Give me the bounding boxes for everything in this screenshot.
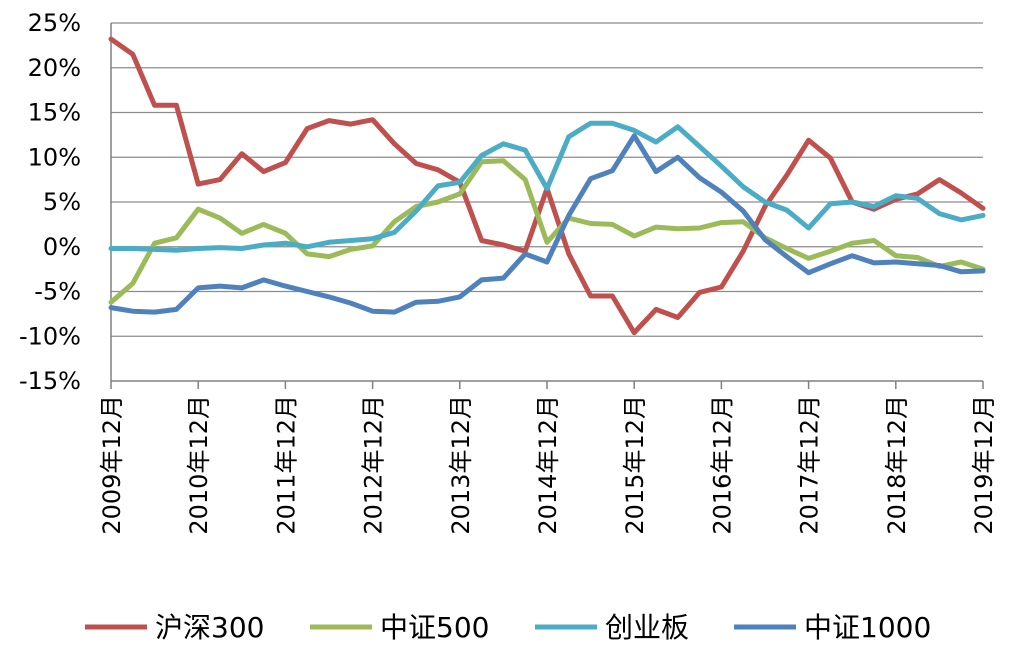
legend-label: 中证1000 — [804, 611, 931, 644]
y-tick-label: 20% — [28, 54, 81, 82]
x-tick-label: 2015年12月 — [621, 395, 649, 535]
series-lines — [108, 36, 986, 336]
legend-label: 创业板 — [605, 611, 689, 644]
y-tick-label: 15% — [28, 99, 81, 127]
y-tick-label: 5% — [43, 188, 81, 216]
legend-label: 沪深300 — [155, 611, 264, 644]
series-line — [108, 120, 986, 253]
series-line — [108, 133, 986, 315]
x-tick-label: 2012年12月 — [360, 395, 388, 535]
axes — [110, 23, 984, 389]
x-tick-label: 2013年12月 — [447, 395, 475, 535]
x-tick-label: 2017年12月 — [796, 395, 824, 535]
legend-label: 中证500 — [380, 611, 489, 644]
y-tick-label: -10% — [19, 322, 81, 350]
y-tick-label: -5% — [34, 278, 81, 306]
x-tick-label: 2016年12月 — [708, 395, 736, 535]
y-tick-labels: -15% -10% -5% 0% 5% 10% 15% 20% 25% — [19, 9, 81, 395]
y-tick-label: -15% — [19, 367, 81, 395]
x-tick-label: 2010年12月 — [185, 395, 213, 535]
y-tick-label: 0% — [43, 233, 81, 261]
series-line — [108, 158, 986, 305]
legend: 沪深300 中证500 创业板 中证1000 — [85, 611, 931, 644]
y-tick-label: 25% — [28, 9, 81, 37]
x-tick-label: 2019年12月 — [970, 395, 998, 535]
x-tick-labels: 2009年12月 2010年12月 2011年12月 2012年12月 2013年12月… — [98, 395, 998, 535]
y-tick-label: 10% — [28, 143, 81, 171]
x-tick-label: 2011年12月 — [272, 395, 300, 535]
x-tick-label: 2009年12月 — [98, 395, 126, 535]
x-tick-label: 2014年12月 — [534, 395, 562, 535]
x-tick-label: 2018年12月 — [883, 395, 911, 535]
